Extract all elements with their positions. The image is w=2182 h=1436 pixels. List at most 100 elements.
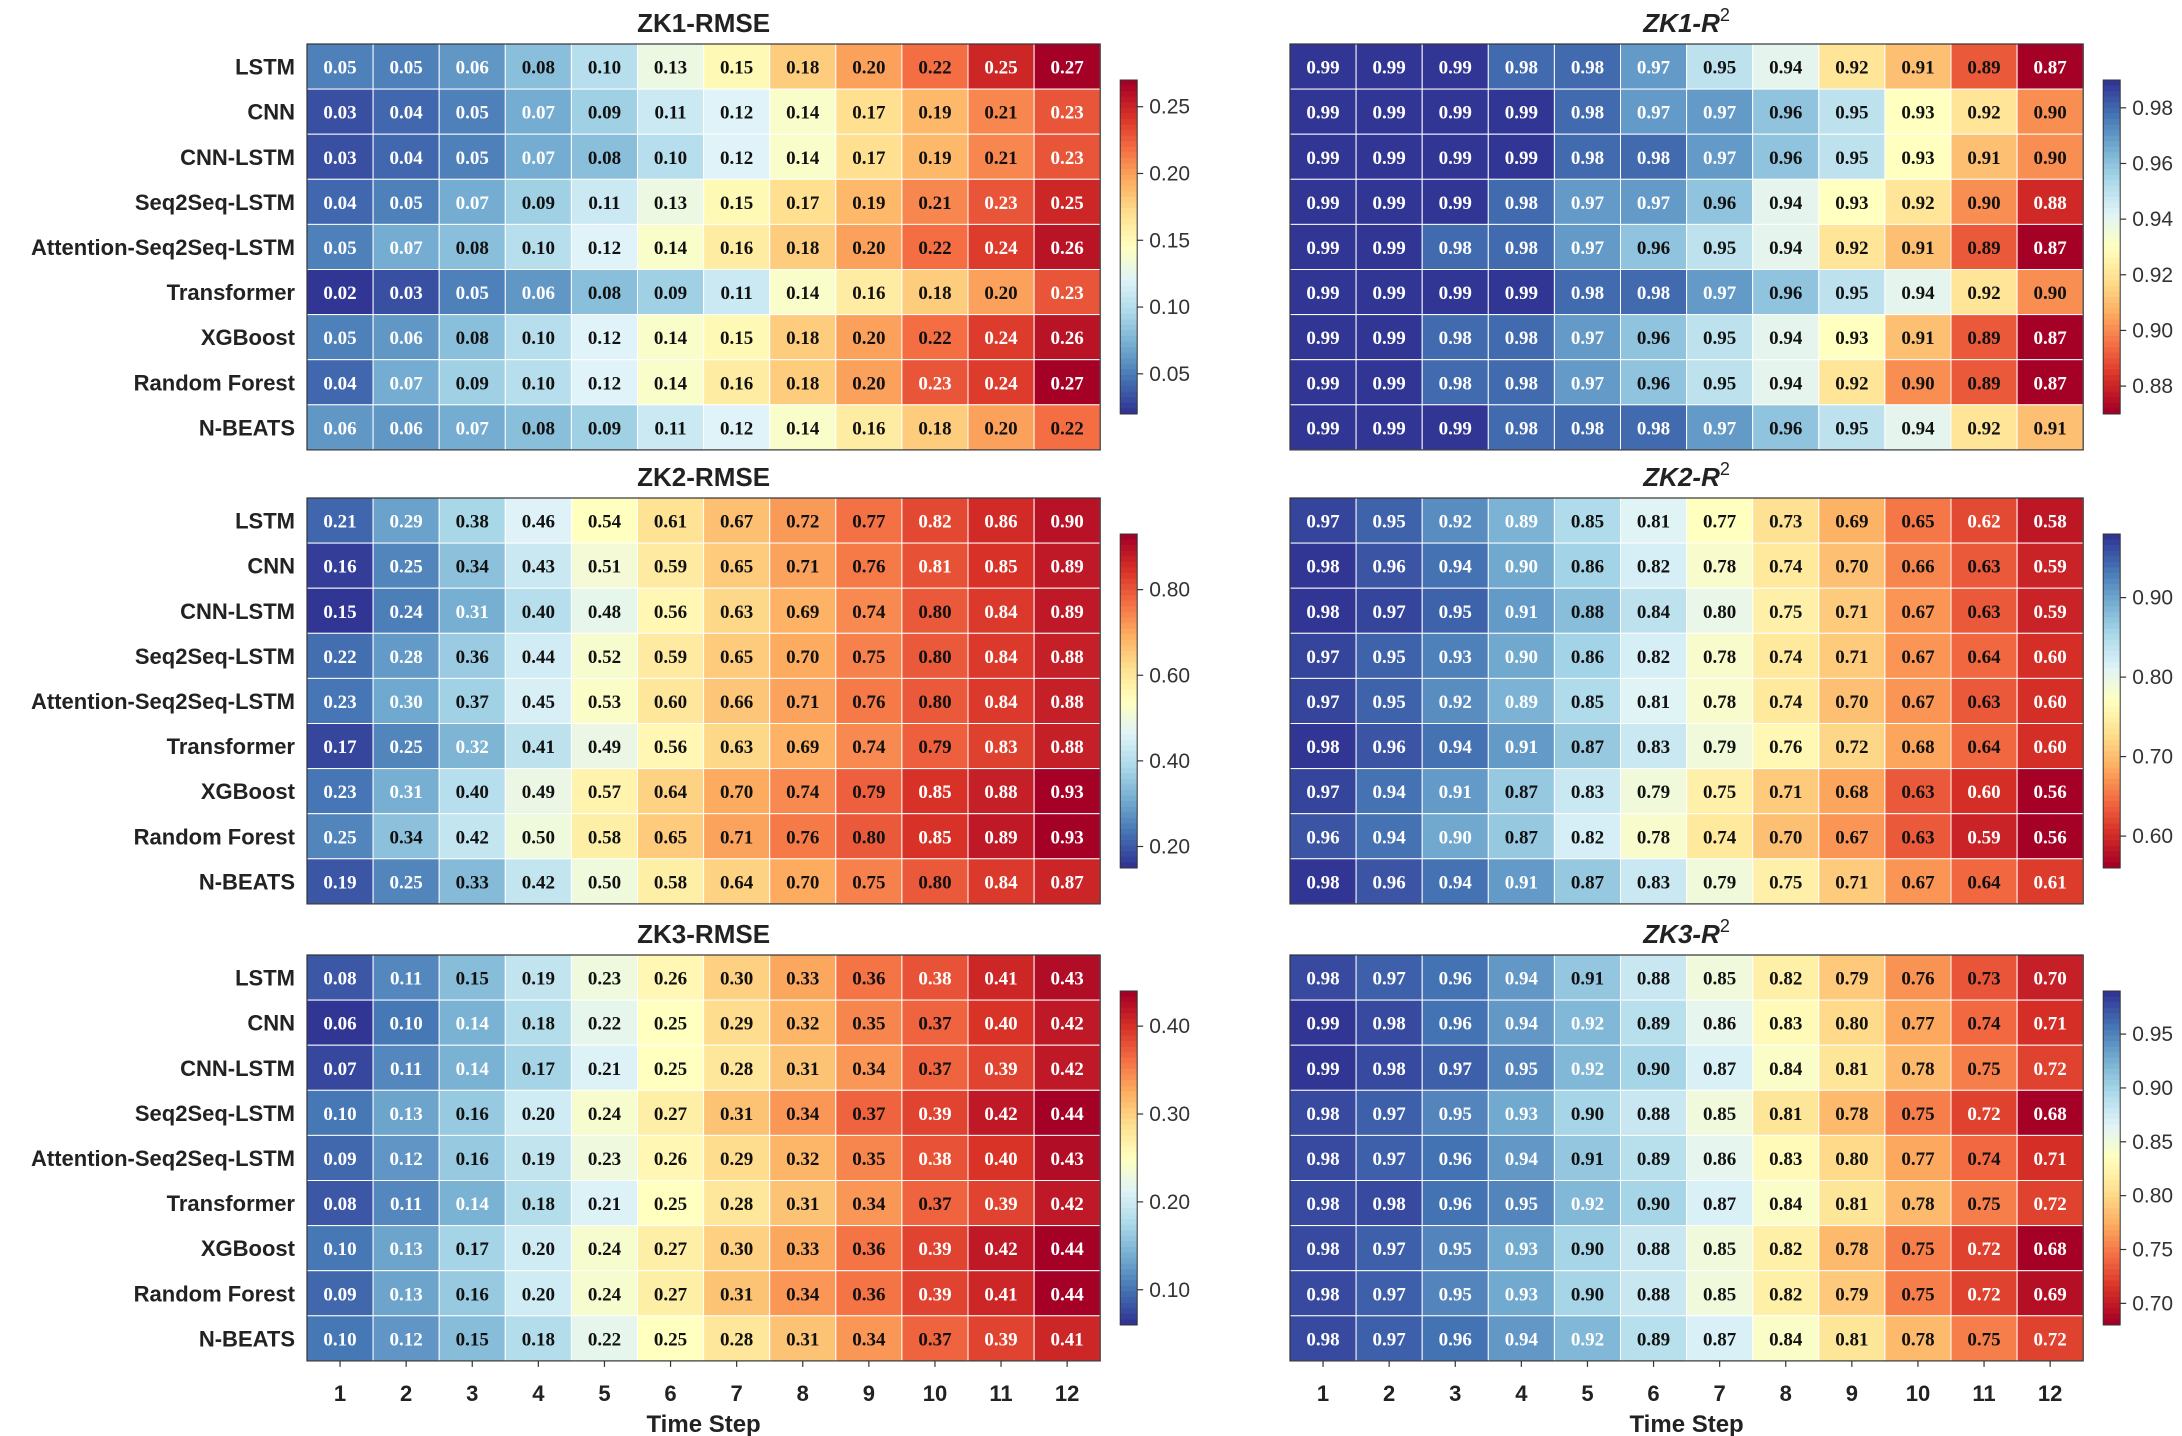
heatmap-cell: [1620, 999, 1688, 1046]
colorbar-segment: [2103, 124, 2121, 131]
cell-value-label: 0.26: [1051, 238, 1084, 259]
colorbar-segment: [1120, 623, 1138, 630]
colorbar-segment: [2103, 91, 2121, 98]
cell-value-label: 0.06: [522, 283, 555, 304]
cell-value-label: 0.68: [1901, 737, 1934, 758]
cell-value-label: 0.24: [588, 1104, 622, 1125]
colorbar-segment: [2103, 1041, 2121, 1048]
colorbar-segment: [1120, 1313, 1138, 1320]
colorbar-segment: [2103, 728, 2121, 735]
colorbar-segment: [1120, 1013, 1138, 1020]
heatmap-cell: [306, 1225, 374, 1272]
cell-value-label: 0.14: [786, 283, 820, 304]
heatmap-cell: [703, 359, 771, 406]
colorbar-segment: [1120, 1191, 1138, 1198]
heatmap-cell: [1950, 587, 2018, 634]
colorbar-segment: [1120, 661, 1138, 669]
cell-value-label: 0.34: [786, 1284, 820, 1305]
cell-value-label: 0.82: [1769, 1284, 1802, 1305]
cell-value-label: 0.57: [588, 782, 622, 803]
colorbar-segment: [2103, 363, 2121, 370]
cell-value-label: 0.68: [2034, 1104, 2067, 1125]
heatmap-cell: [1686, 542, 1754, 589]
cell-value-label: 0.21: [984, 148, 1017, 169]
cell-value-label: 0.96: [1439, 1194, 1472, 1215]
cell-value-label: 0.35: [852, 1014, 885, 1035]
heatmap-cell: [901, 178, 969, 225]
cell-value-label: 0.84: [1769, 1059, 1803, 1080]
cell-value-label: 0.99: [1373, 283, 1406, 304]
cell-value-label: 0.94: [1439, 557, 1473, 578]
cell-value-label: 0.94: [1769, 238, 1803, 259]
cell-value-label: 0.97: [1373, 1329, 1407, 1350]
cell-value-label: 0.63: [1967, 557, 2000, 578]
cell-value-label: 0.56: [654, 602, 687, 623]
colorbar-segment: [1120, 297, 1138, 304]
heatmap-cell: [570, 1270, 639, 1317]
row-label: CNN-LSTM: [180, 599, 295, 624]
x-tick-label: 7: [731, 1381, 743, 1406]
cell-value-label: 0.11: [390, 969, 422, 990]
colorbar-segment: [1120, 706, 1138, 713]
cell-value-label: 0.91: [1571, 1149, 1604, 1170]
colorbar-segment: [2103, 386, 2121, 393]
cell-value-label: 0.97: [1373, 1239, 1407, 1260]
cell-value-label: 0.69: [786, 602, 819, 623]
colorbar-segment: [1120, 107, 1138, 114]
cell-value-label: 0.88: [984, 782, 1017, 803]
colorbar-segment: [2103, 1174, 2121, 1181]
cell-value-label: 0.30: [720, 969, 753, 990]
heatmap-cell: [570, 497, 639, 544]
cell-value-label: 0.09: [323, 1149, 356, 1170]
colorbar-segment: [2103, 1124, 2121, 1131]
heatmap-cell: [1421, 1089, 1489, 1136]
row-label: LSTM: [235, 966, 295, 991]
heatmap-cell: [1289, 632, 1357, 679]
cell-value-label: 0.40: [456, 782, 489, 803]
colorbar-segment: [1120, 1035, 1138, 1042]
colorbar-segment: [2103, 313, 2121, 320]
cell-value-label: 0.97: [1571, 328, 1605, 349]
cell-value-label: 0.50: [522, 827, 555, 848]
colorbar-segment: [2103, 185, 2121, 192]
cell-value-label: 0.12: [588, 373, 621, 394]
cell-value-label: 0.98: [1505, 238, 1538, 259]
colorbar-segment: [1120, 1297, 1138, 1304]
cell-value-label: 0.07: [323, 1059, 357, 1080]
heatmap-cell: [2016, 999, 2084, 1046]
heatmap-cell: [637, 999, 705, 1046]
colorbar-segment: [1120, 1080, 1138, 1087]
cell-value-label: 0.15: [323, 602, 356, 623]
heatmap-frame: [306, 43, 1101, 451]
heatmap-cell: [306, 1134, 374, 1182]
cell-value-label: 0.89: [1051, 602, 1084, 623]
cell-value-label: 0.08: [456, 238, 489, 259]
heatmap-cell: [2016, 1180, 2084, 1227]
colorbar-segment: [1120, 534, 1138, 541]
heatmap-cell: [703, 404, 771, 451]
cell-value-label: 0.27: [1051, 58, 1085, 79]
cell-value-label: 0.78: [1835, 1104, 1868, 1125]
cell-value-label: 0.70: [1769, 827, 1802, 848]
cell-value-label: 0.85: [1571, 512, 1604, 533]
heatmap-cell: [967, 1180, 1035, 1227]
cell-value-label: 0.99: [1373, 418, 1406, 439]
cell-value-label: 0.34: [852, 1329, 886, 1350]
cell-value-label: 0.23: [1051, 103, 1084, 124]
heatmap-cell: [1950, 632, 2018, 679]
colorbar-segment: [1120, 1202, 1138, 1209]
heatmap-cell: [1421, 133, 1489, 180]
heatmap-cell: [769, 269, 837, 316]
heatmap-cell: [1950, 1134, 2018, 1182]
cell-value-label: 0.79: [918, 737, 951, 758]
cell-value-label: 0.99: [1439, 58, 1472, 79]
row-label: XGBoost: [201, 325, 296, 350]
cell-value-label: 0.72: [1967, 1284, 2000, 1305]
cell-value-label: 0.84: [984, 647, 1018, 668]
heatmap-cell: [637, 1044, 705, 1091]
heatmap-cell: [438, 1315, 506, 1362]
colorbar-segment: [2103, 1180, 2121, 1187]
cell-value-label: 0.84: [984, 602, 1018, 623]
colorbar-segment: [2103, 1313, 2121, 1320]
cell-value-label: 0.41: [522, 737, 555, 758]
